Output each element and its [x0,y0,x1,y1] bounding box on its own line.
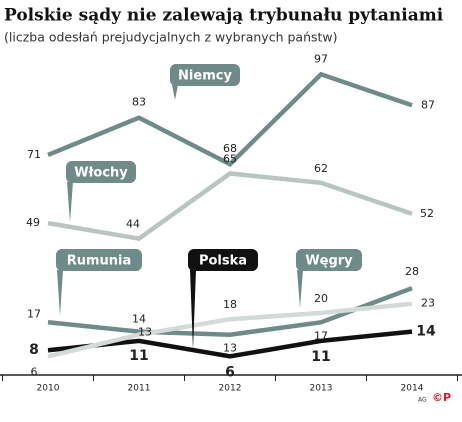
data-label: 68 [223,142,237,155]
data-label: 6 [31,365,38,378]
legend-pointer [57,270,63,316]
data-label: 44 [126,218,140,231]
data-label: 17 [27,307,41,320]
data-label: 71 [27,148,41,161]
legend-label: Węgry [305,254,353,269]
legend-label: Polska [199,254,247,269]
data-label: 6 [225,364,235,380]
data-label: 14 [416,324,436,340]
data-label: 17 [314,329,328,342]
data-label: 13 [223,342,237,355]
data-label: 97 [314,52,328,65]
x-tick-label: 2014 [401,384,424,394]
legend-pointer [190,270,196,350]
data-label: 65 [223,153,237,166]
x-tick-label: 2013 [310,384,333,394]
legend-pointer [297,270,303,308]
x-tick-label: 2010 [37,384,60,394]
data-label: 14 [132,313,146,326]
data-label: 8 [29,342,39,358]
series-line [47,171,413,241]
data-label: 11 [311,349,330,365]
data-label: 23 [421,297,435,310]
data-label: 28 [405,265,419,278]
legend-label: Rumunia [67,254,132,269]
legend-box [170,64,240,86]
legend-label: Włochy [74,166,128,181]
data-label: 11 [129,348,148,364]
legend-box [188,249,258,271]
data-label: 20 [314,292,328,305]
series-line [47,71,413,167]
data-label: 87 [421,98,435,111]
legend-label: Niemcy [178,69,232,84]
series-line [47,301,413,359]
data-label: 13 [138,326,152,339]
legend-pointer [172,85,178,100]
x-tick-label: 2011 [128,384,151,394]
data-label: 62 [314,162,328,175]
legend-pointer [67,182,73,222]
data-label: 83 [132,96,146,109]
credit: AG [418,397,427,404]
logo: ©P [432,391,451,404]
legend-box [66,161,136,183]
legend-box [56,249,142,271]
data-label: 52 [420,207,434,220]
data-label: 18 [223,298,237,311]
chart-subtitle: (liczba odesłań prejudycjalnych z wybran… [4,30,338,45]
legend-box [296,249,362,271]
chart-title: Polskie sądy nie zalewają trybunału pyta… [4,6,444,26]
x-tick-label: 2012 [219,384,242,394]
data-label: 49 [26,216,40,229]
